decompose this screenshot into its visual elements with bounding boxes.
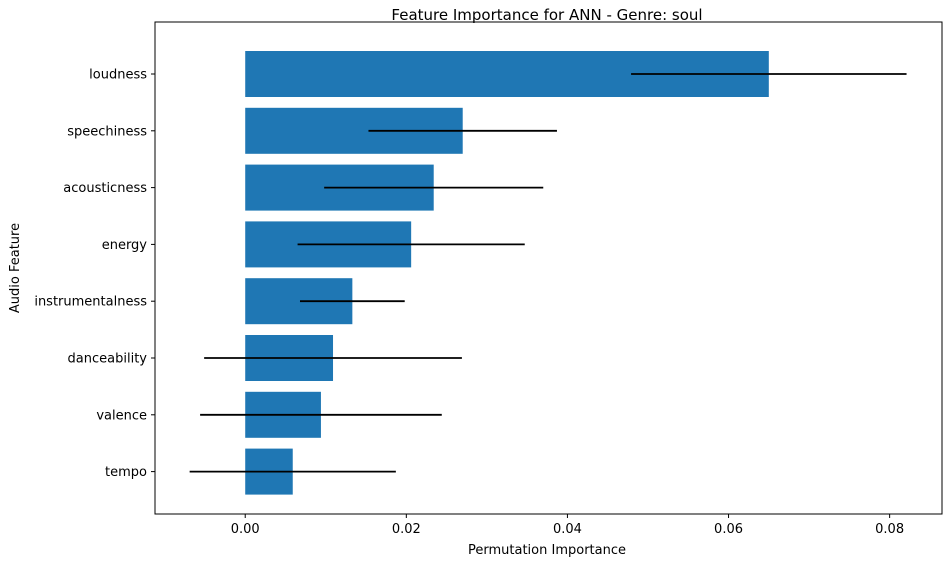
y-axis-title: Audio Feature — [8, 223, 23, 313]
x-tick-label: 0.00 — [231, 522, 260, 537]
y-tick-label: tempo — [105, 465, 147, 480]
y-axis: loudness speechiness acousticness energy ins… — [34, 68, 155, 480]
x-tick-label: 0.04 — [553, 522, 582, 537]
x-axis: 0.00 0.02 0.04 0.06 0.08 — [231, 514, 904, 537]
x-tick-label: 0.02 — [392, 522, 421, 537]
y-tick-label: acousticness — [63, 181, 147, 196]
x-tick-label: 0.06 — [714, 522, 743, 537]
y-tick-label: valence — [96, 408, 147, 423]
y-tick-label: loudness — [89, 68, 147, 83]
y-tick-label: speechiness — [67, 124, 147, 139]
y-tick-label: energy — [102, 238, 148, 253]
y-tick-label: instrumentalness — [34, 295, 147, 310]
chart-title: Feature Importance for ANN - Genre: soul — [391, 6, 702, 24]
x-axis-title: Permutation Importance — [468, 543, 626, 558]
x-tick-label: 0.08 — [875, 522, 904, 537]
y-tick-label: danceability — [68, 352, 148, 367]
plot-area — [189, 51, 907, 495]
plot-frame — [154, 21, 943, 515]
